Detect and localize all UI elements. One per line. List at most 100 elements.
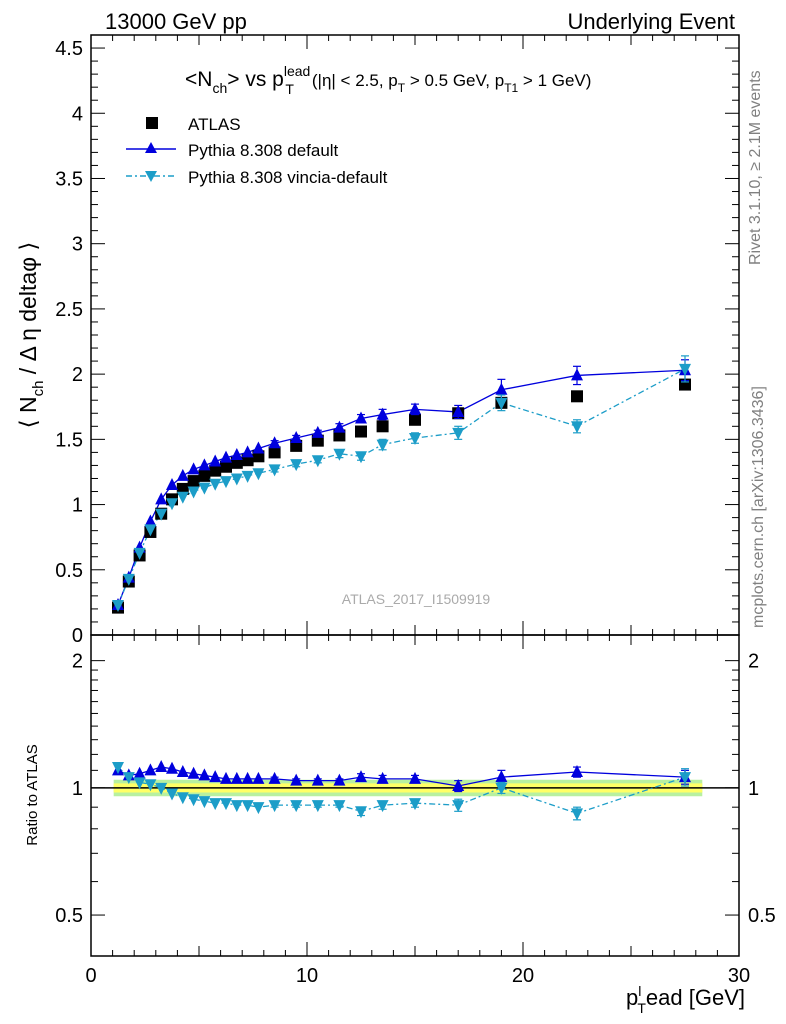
- ratio-point-vincia: [166, 788, 178, 801]
- x-tick-label: 10: [296, 965, 318, 987]
- data-point-default: [187, 462, 200, 475]
- data-point-default: [311, 425, 324, 438]
- data-point-default: [220, 450, 232, 463]
- data-point-vincia: [155, 508, 168, 521]
- data-point-default: [452, 404, 465, 417]
- y-tick-label: 2: [72, 364, 83, 386]
- ratio-point-default: [241, 771, 254, 784]
- ratio-point-default: [133, 766, 146, 779]
- data-point-default: [268, 436, 281, 449]
- data-point-default: [176, 468, 189, 481]
- x-axis-label: pl Tead [GeV]: [626, 983, 745, 1016]
- svg-text:⟨ Nch / Δ η deltaφ ⟩: ⟨ Nch / Δ η deltaφ ⟩: [15, 242, 47, 429]
- ratio-point-vincia: [376, 800, 389, 813]
- data-point-default: [355, 411, 367, 424]
- legend: ATLAS Pythia 8.308 default Pythia 8.308 …: [126, 115, 388, 187]
- data-point-vincia: [252, 468, 265, 481]
- data-point-atlas: [220, 460, 232, 473]
- ratio-point-vincia: [198, 796, 211, 809]
- y-tick-label: 1.5: [55, 429, 83, 451]
- data-point-vincia: [230, 473, 243, 486]
- data-point-default: [230, 448, 243, 460]
- data-point-vincia: [241, 470, 254, 483]
- data-point-default: [495, 382, 508, 395]
- main-y-tick-labels: 0 0.5 1 1.5 2 2.5 3 3.5 4 4.5: [55, 38, 83, 647]
- y-tick-label: 0.5: [55, 560, 83, 582]
- data-point-vincia: [220, 476, 232, 489]
- ratio-point-vincia: [144, 779, 157, 792]
- x-tick-label: 30: [728, 965, 750, 987]
- ratio-point-vincia: [452, 800, 465, 813]
- ratio-point-default: [290, 773, 303, 786]
- data-point-atlas: [409, 413, 421, 426]
- data-point-default: [571, 368, 583, 381]
- data-point-vincia: [452, 427, 465, 440]
- y-tick-label: 0: [72, 625, 83, 647]
- rivet-version-label: Rivet 3.1.10, ≥ 2.1M events: [747, 70, 764, 265]
- legend-atlas-label: ATLAS: [188, 115, 241, 134]
- ratio-point-default: [268, 771, 281, 784]
- ratio-point-default: [155, 760, 168, 773]
- data-point-atlas: [198, 469, 211, 482]
- data-point-vincia: [290, 459, 303, 472]
- data-point-default: [166, 478, 178, 490]
- data-point-atlas: [355, 425, 367, 438]
- data-point-atlas: [571, 390, 583, 403]
- data-point-vincia: [571, 421, 583, 434]
- data-point-atlas: [268, 446, 281, 459]
- chart-title: <Nch> vs plead T (|η| < 2.5, pT > 0.5 GeV,…: [185, 63, 591, 97]
- y-tick-label: 1: [72, 495, 83, 517]
- ratio-point-vincia: [133, 777, 146, 790]
- ratio-axis-ticks: [90, 635, 740, 956]
- legend-default-marker: [145, 142, 157, 153]
- ratio-point-vincia: [290, 800, 303, 813]
- data-point-vincia: [198, 482, 211, 495]
- ratio-point-vincia: [241, 800, 254, 813]
- data-point-vincia: [311, 455, 324, 468]
- ratio-y-tick-label-right: 2: [748, 651, 759, 673]
- data-point-vincia: [209, 478, 222, 491]
- data-point-vincia: [166, 498, 178, 511]
- y-tick-label: 3.5: [55, 168, 83, 190]
- ratio-point-vincia: [112, 762, 124, 775]
- ratio-point-vincia: [409, 798, 421, 811]
- ratio-point-default: [230, 771, 243, 784]
- ratio-point-vincia: [176, 792, 189, 805]
- data-point-vincia: [355, 451, 367, 464]
- ratio-point-default: [198, 768, 211, 781]
- ratio-point-vincia: [679, 772, 691, 785]
- ratio-data-layer: [112, 760, 691, 821]
- data-point-default: [144, 514, 157, 527]
- ratio-point-vincia: [495, 782, 508, 795]
- ratio-y-tick-label-right: 0.5: [748, 905, 776, 927]
- ratio-point-vincia: [187, 794, 200, 807]
- header-left: 13000 GeV pp: [105, 9, 247, 34]
- data-point-vincia: [144, 524, 157, 537]
- main-y-axis-label: ⟨ Nch / Δ η deltaφ ⟩: [15, 242, 47, 429]
- ratio-point-vincia: [252, 802, 265, 815]
- ratio-point-default: [166, 761, 178, 774]
- data-point-vincia: [679, 363, 691, 376]
- ratio-point-default: [571, 765, 583, 778]
- ratio-point-default: [355, 770, 367, 783]
- legend-atlas-marker: [146, 117, 158, 129]
- data-point-vincia: [409, 433, 421, 446]
- data-point-default: [252, 441, 265, 454]
- data-point-default: [376, 407, 389, 420]
- ratio-point-default: [144, 763, 157, 776]
- data-point-default: [241, 445, 254, 458]
- data-point-vincia: [133, 547, 146, 560]
- data-point-vincia: [333, 448, 346, 461]
- data-point-vincia: [122, 573, 135, 586]
- ratio-point-default: [333, 773, 346, 786]
- data-point-default: [290, 431, 303, 444]
- y-tick-label: 4.5: [55, 38, 83, 60]
- ratio-y-tick-label: 1: [72, 778, 83, 800]
- ratio-point-default: [495, 770, 508, 783]
- ratio-point-default: [176, 765, 189, 778]
- data-point-default: [409, 402, 421, 415]
- main-axis-ticks: [90, 34, 740, 636]
